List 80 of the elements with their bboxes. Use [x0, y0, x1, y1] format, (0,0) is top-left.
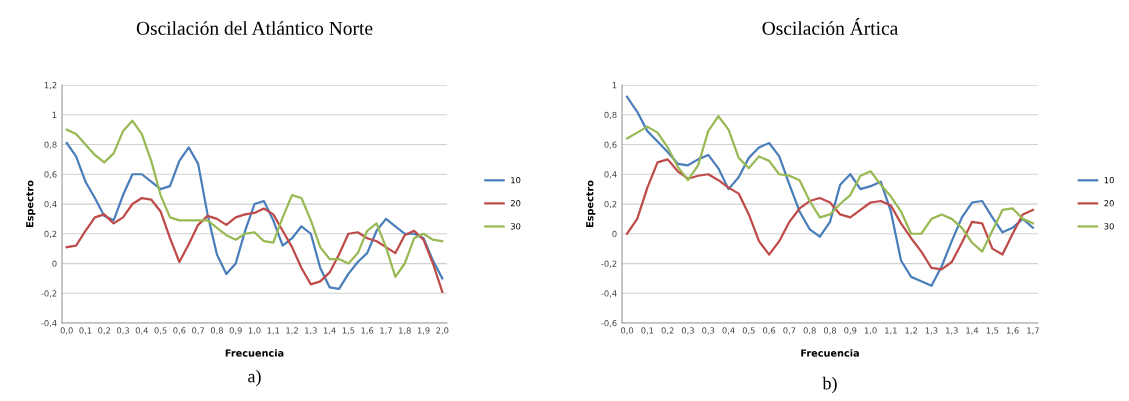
- x-tick-label: 2,0: [436, 327, 449, 335]
- x-axis-title: Frecuencia: [801, 349, 859, 357]
- x-tick-label: 1,0: [864, 327, 877, 335]
- x-tick-label: 0,8: [210, 327, 223, 335]
- x-tick-label: 0,8: [823, 327, 837, 335]
- line-series: [65, 196, 444, 293]
- x-tick-label: 0,1: [641, 327, 654, 335]
- x-tick-label: 0,6: [763, 327, 776, 335]
- x-tick-label: 0,3: [702, 327, 715, 335]
- x-tick-label: 1,9: [417, 327, 430, 335]
- x-tick-label: 0,9: [844, 327, 857, 335]
- x-tick-label: 1,2: [286, 327, 298, 335]
- x-tick-label: 0,9: [229, 327, 242, 335]
- x-tick-label: 1,5: [986, 327, 999, 335]
- x-tick-label: 0,7: [783, 327, 796, 335]
- line-series: [625, 95, 1035, 287]
- x-tick-label: 0,7: [192, 327, 205, 335]
- y-tick-label: -0,2: [601, 260, 617, 268]
- x-tick-label: 1,7: [380, 327, 392, 335]
- y-tick-label: 0,2: [44, 230, 57, 238]
- y-tick-label: 0,6: [604, 141, 617, 149]
- y-tick-label: 0,8: [44, 141, 57, 149]
- legend-label: 20: [1104, 200, 1114, 207]
- line-series: [65, 141, 444, 290]
- y-tick-label: -0,6: [601, 319, 617, 328]
- line-series: [625, 115, 1035, 253]
- x-tick-label: 1,3: [925, 327, 938, 335]
- x-tick-label: 0,8: [803, 327, 816, 335]
- x-tick-label: 0,2: [98, 327, 111, 335]
- x-axis-title: Frecuencia: [225, 349, 284, 357]
- y-tick-label: 0,4: [44, 200, 57, 209]
- legend-label: 10: [511, 177, 521, 184]
- x-tick-label: 1,6: [1006, 327, 1019, 335]
- legend-label: 20: [510, 200, 521, 207]
- x-tick-label: 0,4: [135, 327, 148, 335]
- x-tick-label: 1,3: [946, 327, 958, 335]
- y-tick-label: 1: [52, 111, 57, 118]
- x-tick-label: 1,1: [885, 327, 897, 335]
- chart-title: Oscilación Ártica: [762, 18, 899, 35]
- y-axis-title: Espectro: [26, 180, 36, 228]
- x-tick-label: 0,5: [742, 327, 755, 335]
- x-tick-label: 1,1: [267, 327, 280, 335]
- x-tick-label: 1,4: [966, 327, 979, 335]
- text: b): [822, 376, 837, 394]
- y-axis-title: Espectro: [586, 180, 596, 228]
- x-tick-label: 0,3: [116, 327, 129, 335]
- y-tick-label: -0,4: [41, 319, 57, 328]
- x-tick-label: 0,0: [621, 327, 634, 335]
- y-tick-label: 0: [612, 230, 617, 238]
- y-tick-label: 0,4: [604, 171, 617, 179]
- x-tick-label: 1,4: [323, 327, 336, 335]
- legend-label: 10: [1104, 177, 1114, 184]
- y-tick-label: -0,4: [601, 290, 617, 298]
- y-tick-label: 0: [52, 260, 57, 267]
- chart-title: Oscilación del Atlántico Norte: [136, 21, 373, 35]
- y-tick-label: -0,2: [41, 290, 57, 298]
- x-tick-label: 1,8: [399, 327, 411, 335]
- y-tick-label: 0,8: [604, 111, 617, 119]
- x-tick-label: 1,2: [905, 327, 917, 335]
- x-tick-label: 0,2: [661, 327, 674, 335]
- x-tick-label: 1,5: [342, 327, 355, 335]
- x-tick-label: 0,5: [154, 327, 167, 335]
- x-tick-label: 0,1: [79, 327, 92, 335]
- x-tick-label: 0,4: [722, 327, 735, 335]
- x-tick-label: 0,3: [681, 327, 694, 335]
- x-tick-label: 0,6: [173, 327, 186, 335]
- x-tick-label: 1,6: [361, 327, 374, 335]
- x-tick-label: 1,3: [305, 327, 317, 335]
- line-series: [625, 158, 1035, 271]
- y-tick-label: 1,2: [44, 81, 57, 90]
- legend-label: 30: [510, 223, 521, 230]
- legend-label: 30: [1104, 223, 1114, 230]
- x-tick-label: 1,0: [248, 327, 261, 335]
- x-tick-label: 1,7: [1027, 327, 1039, 335]
- text: a): [248, 369, 261, 387]
- y-tick-label: 1: [612, 82, 617, 89]
- line-series: [65, 119, 444, 278]
- x-tick-label: 0,0: [60, 327, 73, 335]
- y-tick-label: 0,6: [44, 171, 57, 179]
- y-tick-label: 0,2: [604, 200, 617, 209]
